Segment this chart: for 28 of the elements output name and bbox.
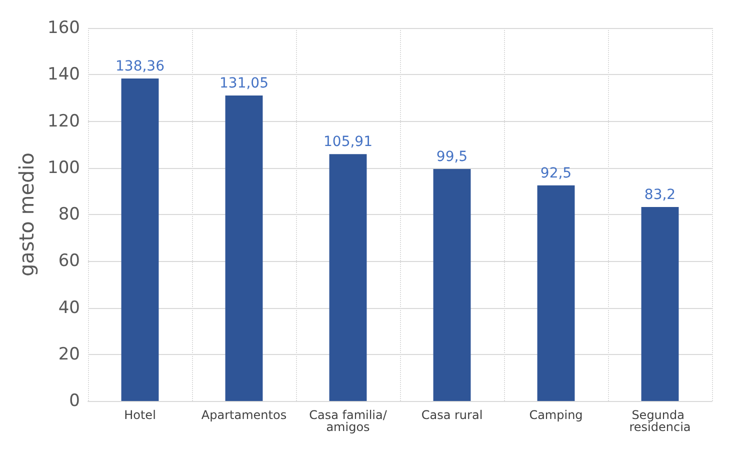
y-tick-label: 40 bbox=[58, 298, 80, 318]
x-tick-label: Casa rural bbox=[421, 408, 483, 422]
y-tick-label: 20 bbox=[58, 344, 80, 364]
bar bbox=[537, 185, 575, 401]
y-tick-label: 0 bbox=[69, 391, 80, 411]
y-tick-label: 60 bbox=[58, 251, 80, 272]
y-tick-label: 100 bbox=[48, 158, 80, 178]
bar bbox=[225, 95, 263, 401]
bar bbox=[641, 207, 679, 401]
y-tick-label: 120 bbox=[48, 111, 80, 132]
bar bbox=[329, 154, 367, 401]
x-tick-label: Hotel bbox=[124, 408, 156, 422]
data-label: 105,91 bbox=[324, 134, 372, 150]
data-label: 138,36 bbox=[116, 58, 165, 74]
y-tick-label: 160 bbox=[48, 18, 80, 38]
bar bbox=[121, 78, 159, 401]
y-tick-label: 140 bbox=[48, 64, 80, 85]
x-tick-label: Camping bbox=[529, 408, 583, 422]
data-label: 92,5 bbox=[540, 165, 572, 182]
y-axis-title: gasto medio bbox=[14, 152, 39, 277]
x-tick-label: Apartamentos bbox=[201, 408, 287, 422]
data-label: 131,05 bbox=[220, 75, 268, 92]
data-label: 99,5 bbox=[436, 149, 468, 166]
data-label: 83,2 bbox=[644, 187, 676, 204]
bar bbox=[433, 169, 471, 401]
y-tick-label: 80 bbox=[58, 204, 80, 224]
x-tick-label: Casa familia/amigos bbox=[309, 408, 388, 434]
x-tick-label: Segunda residencia bbox=[629, 408, 691, 434]
